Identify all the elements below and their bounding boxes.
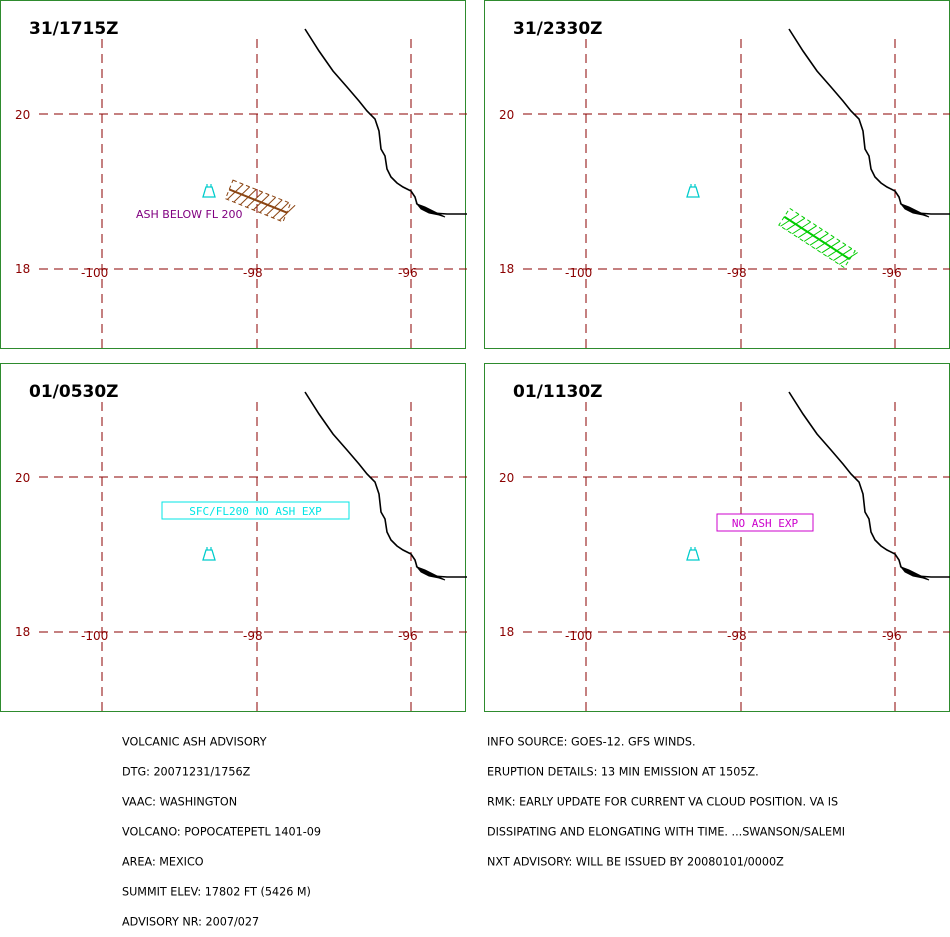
longitude-label: -98 <box>727 629 747 643</box>
latitude-label: 18 <box>15 262 30 276</box>
advisory-line: NXT ADVISORY: WILL BE ISSUED BY 20080101… <box>487 854 784 869</box>
advisory-line: INFO SOURCE: GOES-12. GFS WINDS. <box>487 734 696 749</box>
volcano-triangle-icon <box>202 184 216 198</box>
coastline-detail <box>899 565 930 581</box>
advisory-line: SUMMIT ELEV: 17802 FT (5426 M) <box>122 884 311 899</box>
no-ash-label: NO ASH EXP <box>732 517 799 530</box>
coastline <box>304 28 467 215</box>
advisory-line: VAAC: WASHINGTON <box>122 794 238 809</box>
coastline <box>304 391 467 578</box>
advisory-line: VOLCANIC ASH ADVISORY <box>122 734 267 749</box>
longitude-label: -100 <box>81 629 108 643</box>
advisory-line: RMK: EARLY UPDATE FOR CURRENT VA CLOUD P… <box>487 794 839 809</box>
longitude-label: -96 <box>398 266 418 280</box>
latitude-label: 18 <box>499 625 514 639</box>
map-panel-3: 20 18 -100 -98 -96 SFC/FL200 NO ASH EXP 01/05… <box>0 363 467 713</box>
latitude-label: 20 <box>499 108 514 122</box>
panel-time-label: 31/1715Z <box>29 19 119 39</box>
map-canvas-1: 20 18 -100 -98 -96 ASH BELOW FL 200 <box>15 28 467 350</box>
longitude-label: -96 <box>398 629 418 643</box>
map-canvas-3: 20 18 -100 -98 -96 SFC/FL200 NO ASH EXP <box>15 391 467 713</box>
longitude-label: -100 <box>565 629 592 643</box>
coastline <box>788 391 950 578</box>
latitude-label: 20 <box>15 108 30 122</box>
no-ash-box <box>716 513 814 532</box>
advisory-info-right: INFO SOURCE: GOES-12. GFS WINDS. ERUPTIO… <box>487 717 845 877</box>
coastline-detail <box>415 565 446 581</box>
advisory-info-left: VOLCANIC ASH ADVISORY DTG: 20071231/1756… <box>122 717 321 937</box>
coastline <box>788 28 950 215</box>
ash-cloud-area <box>778 207 858 269</box>
map-canvas-4: 20 18 -100 -98 -96 NO ASH EXP <box>499 391 950 713</box>
ash-cloud-label: ASH BELOW FL 200 <box>136 208 243 221</box>
longitude-label: -100 <box>81 266 108 280</box>
panel-time-label: 01/0530Z <box>29 382 119 402</box>
panel-time-label: 01/1130Z <box>513 382 603 402</box>
latitude-label: 18 <box>15 625 30 639</box>
latitude-label: 20 <box>499 471 514 485</box>
volcano-triangle-icon <box>202 547 216 561</box>
ash-cloud-area <box>224 179 296 223</box>
map-panel-1: 20 18 -100 -98 -96 ASH BELOW FL 200 31/1715Z <box>0 0 467 350</box>
advisory-line: DISSIPATING AND ELONGATING WITH TIME. ..… <box>487 824 846 839</box>
longitude-label: -98 <box>727 266 747 280</box>
map-panel-4: 20 18 -100 -98 -96 NO ASH EXP 01/1130Z <box>484 363 950 713</box>
longitude-label: -98 <box>243 629 263 643</box>
no-ash-box <box>161 501 350 520</box>
advisory-line: ADVISORY NR: 2007/027 <box>122 914 260 929</box>
no-ash-label: SFC/FL200 NO ASH EXP <box>189 505 322 518</box>
longitude-label: -98 <box>243 266 263 280</box>
volcano-triangle-icon <box>686 184 700 198</box>
advisory-line: DTG: 20071231/1756Z <box>122 764 251 779</box>
coastline-detail <box>415 202 446 218</box>
panel-time-label: 31/2330Z <box>513 19 603 39</box>
advisory-line: AREA: MEXICO <box>122 854 204 869</box>
latitude-label: 18 <box>499 262 514 276</box>
latitude-label: 20 <box>15 471 30 485</box>
longitude-label: -96 <box>882 266 902 280</box>
volcano-triangle-icon <box>686 547 700 561</box>
longitude-label: -100 <box>565 266 592 280</box>
advisory-line: VOLCANO: POPOCATEPETL 1401-09 <box>122 824 322 839</box>
advisory-line: ERUPTION DETAILS: 13 MIN EMISSION AT 150… <box>487 764 759 779</box>
longitude-label: -96 <box>882 629 902 643</box>
coastline-detail <box>899 202 930 218</box>
